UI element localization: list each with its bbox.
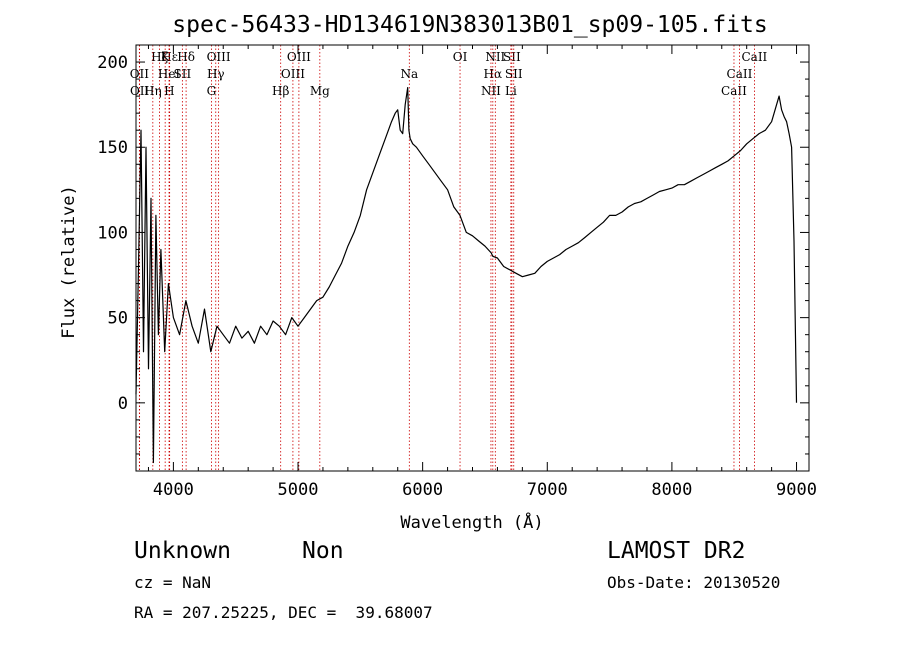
- x-tick-label: 6000: [402, 480, 443, 500]
- line-marker-label: Hζ: [151, 50, 168, 64]
- x-axis-label: Wavelength (Å): [400, 511, 543, 533]
- line-marker-label: Hγ: [207, 67, 225, 81]
- line-marker-label: OII: [130, 84, 150, 98]
- y-tick-label: 0: [118, 394, 128, 414]
- line-marker-label: NII: [481, 84, 501, 98]
- observation-date: Obs-Date: 20130520: [607, 573, 781, 592]
- line-marker-label: Hβ: [272, 84, 289, 98]
- line-marker-label: OIII: [281, 67, 305, 81]
- line-marker-label: SII: [503, 50, 521, 64]
- x-axis: 4000 5000 6000 7000 8000 9000: [147, 45, 817, 500]
- x-tick-label: 8000: [651, 480, 692, 500]
- line-marker-label: SII: [505, 67, 523, 81]
- line-marker-label: Mg: [310, 84, 330, 98]
- redshift-value: cz = NaN: [134, 573, 212, 592]
- line-marker-label: CaII: [721, 84, 747, 98]
- plot-frame: [135, 44, 810, 472]
- y-axis: 0 50 100 150 200: [97, 44, 809, 455]
- chart-title: spec-56433-HD134619N383013B01_sp09-105.f…: [172, 12, 767, 38]
- line-marker-label: HeI: [158, 67, 181, 81]
- line-marker-label: Na: [400, 67, 418, 81]
- y-tick-label: 100: [97, 223, 128, 243]
- line-marker-label: G: [207, 84, 217, 98]
- line-marker-label: Hα: [484, 67, 503, 81]
- x-tick-label: 9000: [776, 480, 817, 500]
- survey-name: LAMOST DR2: [607, 538, 746, 564]
- line-marker-label: CaII: [727, 67, 753, 81]
- line-marker-label: Hδ: [177, 50, 195, 64]
- line-markers: HαHβHγHδHεHζHηKHGMgNaOIIOIIHeISIIOIIIOII…: [130, 45, 768, 471]
- line-marker-label: K: [161, 50, 171, 64]
- y-tick-label: 200: [97, 53, 128, 73]
- line-marker-label: CaII: [741, 50, 767, 64]
- spectrum-line: [135, 86, 798, 464]
- y-axis-label: Flux (relative): [59, 185, 79, 339]
- x-tick-label: 7000: [527, 480, 568, 500]
- line-marker-label: OI: [453, 50, 468, 64]
- coordinates: RA = 207.25225, DEC = 39.68007: [134, 603, 433, 622]
- line-marker-label: SII: [174, 67, 192, 81]
- line-marker-label: Hη: [144, 84, 162, 98]
- x-tick-label: 4000: [153, 480, 194, 500]
- spectral-class: Unknown: [134, 538, 231, 564]
- x-tick-label: 5000: [278, 480, 319, 500]
- line-marker-label: NII: [485, 50, 505, 64]
- line-marker-label: Li: [505, 84, 517, 98]
- y-tick-label: 150: [97, 138, 128, 158]
- spectral-subclass: Non: [302, 538, 344, 564]
- line-marker-label: OIII: [287, 50, 311, 64]
- y-tick-label: 50: [108, 309, 128, 329]
- line-marker-label: OIII: [207, 50, 231, 64]
